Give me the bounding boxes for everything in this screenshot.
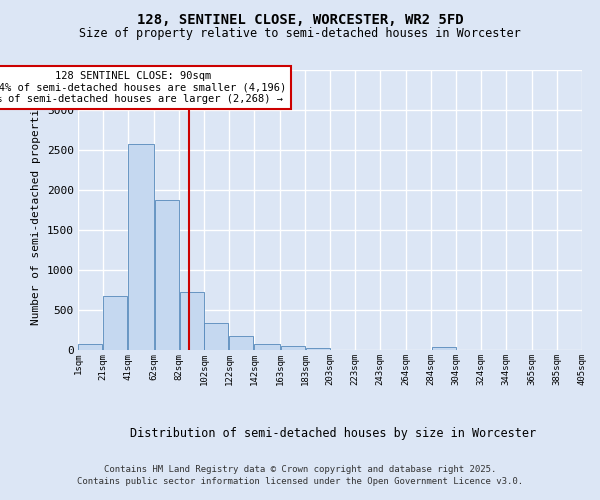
Y-axis label: Number of semi-detached properties: Number of semi-detached properties — [31, 95, 41, 325]
Bar — [229, 336, 253, 350]
Bar — [431, 347, 455, 350]
Text: Size of property relative to semi-detached houses in Worcester: Size of property relative to semi-detach… — [79, 28, 521, 40]
Bar — [155, 200, 179, 350]
Bar — [281, 346, 305, 350]
Bar — [305, 348, 329, 350]
Text: Contains public sector information licensed under the Open Government Licence v3: Contains public sector information licen… — [77, 478, 523, 486]
Bar — [79, 344, 103, 350]
Bar — [128, 144, 154, 350]
Text: Contains HM Land Registry data © Crown copyright and database right 2025.: Contains HM Land Registry data © Crown c… — [104, 465, 496, 474]
Bar — [254, 344, 280, 350]
Text: Distribution of semi-detached houses by size in Worcester: Distribution of semi-detached houses by … — [130, 428, 536, 440]
Text: 128 SENTINEL CLOSE: 90sqm
← 64% of semi-detached houses are smaller (4,196)
35% : 128 SENTINEL CLOSE: 90sqm ← 64% of semi-… — [0, 71, 286, 104]
Text: 128, SENTINEL CLOSE, WORCESTER, WR2 5FD: 128, SENTINEL CLOSE, WORCESTER, WR2 5FD — [137, 12, 463, 26]
Bar — [205, 323, 229, 350]
Bar — [179, 292, 203, 350]
Bar — [103, 296, 127, 350]
